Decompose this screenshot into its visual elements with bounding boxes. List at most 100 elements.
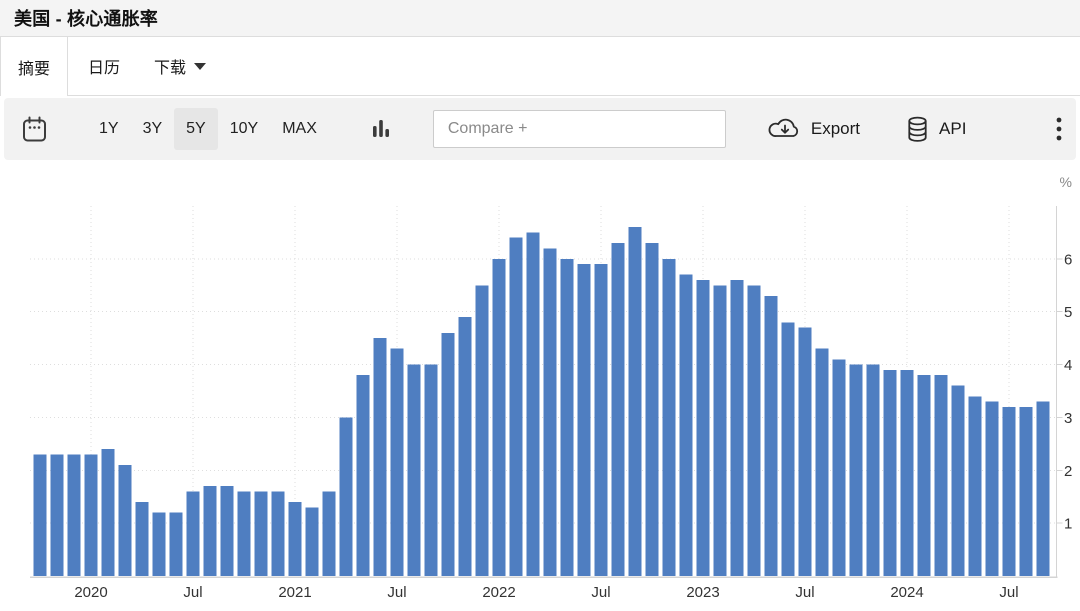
- bar-2020-07[interactable]: [186, 491, 200, 576]
- bar-2021-11[interactable]: [458, 317, 472, 576]
- tab-bar: 摘要 日历 下载: [0, 37, 1080, 96]
- bar-2020-04[interactable]: [135, 502, 149, 576]
- compare-input[interactable]: [432, 110, 726, 148]
- x-tick-label-15: 2021: [278, 584, 311, 601]
- tab-summary-label: 摘要: [17, 60, 50, 78]
- y-axis-unit-label: %: [1060, 174, 1072, 190]
- y-tick-label-1: 1: [1064, 516, 1072, 533]
- range-selector: 1Y 3Y 5Y 10Y MAX: [87, 108, 329, 150]
- x-tick-label-45: Jul: [795, 584, 814, 601]
- range-button-1y[interactable]: 1Y: [99, 120, 119, 137]
- bar-2023-01[interactable]: [696, 280, 710, 576]
- bar-2020-10[interactable]: [237, 491, 251, 576]
- cloud-download-icon: [768, 118, 798, 137]
- y-tick-label-6: 6: [1064, 251, 1072, 268]
- bar-2022-08[interactable]: [611, 243, 625, 576]
- x-tick-label-3: 2020: [74, 584, 107, 601]
- bar-2020-05[interactable]: [152, 512, 166, 576]
- bar-2020-11[interactable]: [254, 491, 268, 576]
- export-button[interactable]: Export: [768, 117, 860, 141]
- bar-2019-12[interactable]: [67, 454, 81, 576]
- bar-2022-06[interactable]: [577, 264, 591, 576]
- bar-2023-04[interactable]: [747, 285, 761, 576]
- tab-download[interactable]: 下载: [140, 37, 220, 95]
- bar-2021-05[interactable]: [356, 375, 370, 576]
- bar-2021-01[interactable]: [288, 502, 302, 576]
- x-tick-label-9: Jul: [183, 584, 202, 601]
- bar-2022-03[interactable]: [526, 232, 540, 576]
- bar-2023-12[interactable]: [883, 369, 897, 576]
- range-button-max[interactable]: MAX: [282, 120, 317, 137]
- bar-2024-06[interactable]: [985, 401, 999, 576]
- bar-2020-12[interactable]: [271, 491, 285, 576]
- bar-2021-07[interactable]: [390, 348, 404, 576]
- bar-2022-07[interactable]: [594, 264, 608, 576]
- bar-2022-04[interactable]: [543, 248, 557, 576]
- bar-2022-11[interactable]: [662, 258, 676, 576]
- range-button-3y[interactable]: 3Y: [142, 120, 163, 137]
- bar-2024-01[interactable]: [900, 369, 914, 576]
- x-tick-label-27: 2022: [482, 584, 515, 601]
- bar-2022-05[interactable]: [560, 258, 574, 576]
- bar-2023-02[interactable]: [713, 285, 727, 576]
- bar-2024-07[interactable]: [1002, 406, 1016, 576]
- bar-2024-04[interactable]: [951, 385, 965, 576]
- bar-2021-03[interactable]: [322, 491, 336, 576]
- bar-2024-08[interactable]: [1019, 406, 1033, 576]
- page-header: 美国 - 核心通胀率: [0, 0, 1080, 37]
- bar-2020-01[interactable]: [84, 454, 98, 576]
- bar-2019-10[interactable]: [33, 454, 47, 576]
- bar-2021-06[interactable]: [373, 338, 387, 576]
- bar-2020-08[interactable]: [203, 486, 217, 576]
- x-tick-label-57: Jul: [999, 584, 1018, 601]
- bar-2024-09[interactable]: [1036, 401, 1050, 576]
- chevron-down-icon: [194, 62, 207, 70]
- bar-2022-01[interactable]: [492, 258, 506, 576]
- bar-2023-06[interactable]: [781, 322, 795, 576]
- bar-2023-10[interactable]: [849, 364, 863, 576]
- bar-2024-05[interactable]: [968, 396, 982, 576]
- bar-2020-09[interactable]: [220, 486, 234, 576]
- range-button-5y[interactable]: 5Y: [174, 108, 218, 150]
- page-title: 美国 - 核心通胀率: [14, 9, 158, 29]
- bar-2021-10[interactable]: [441, 332, 455, 576]
- bar-2024-02[interactable]: [917, 375, 931, 576]
- y-tick-label-3: 3: [1064, 410, 1072, 427]
- more-options-button[interactable]: [1056, 116, 1062, 142]
- bar-2020-06[interactable]: [169, 512, 183, 576]
- database-icon: [908, 116, 927, 142]
- tab-download-label: 下载: [154, 60, 187, 77]
- bar-2022-12[interactable]: [679, 274, 693, 576]
- tab-calendar[interactable]: 日历: [74, 37, 134, 95]
- tab-summary[interactable]: 摘要: [0, 37, 68, 96]
- chart-type-button[interactable]: [371, 117, 391, 141]
- api-button[interactable]: API: [906, 116, 966, 143]
- bar-2020-02[interactable]: [101, 449, 115, 576]
- bar-2021-02[interactable]: [305, 507, 319, 576]
- bar-2023-11[interactable]: [866, 364, 880, 576]
- range-button-10y[interactable]: 10Y: [229, 120, 259, 137]
- bar-2021-08[interactable]: [407, 364, 421, 576]
- bar-2019-11[interactable]: [50, 454, 64, 576]
- bar-2022-09[interactable]: [628, 227, 642, 576]
- bar-2024-03[interactable]: [934, 375, 948, 576]
- calendar-icon: [23, 116, 46, 141]
- chart-area: 1 2 3 4 5 6 2020 Jul 2021 Jul 2022 Jul 2023 Jul 2024 Ju…: [0, 160, 1080, 611]
- bar-2020-03[interactable]: [118, 465, 132, 576]
- bar-2023-03[interactable]: [730, 280, 744, 576]
- calendar-button[interactable]: [22, 116, 47, 143]
- core-inflation-bar-chart: 1 2 3 4 5 6 2020 Jul 2021 Jul 2022 Jul 2023 Jul 2024 Ju…: [30, 174, 1072, 601]
- bar-2023-09[interactable]: [832, 359, 846, 576]
- bar-2021-04[interactable]: [339, 417, 353, 576]
- bar-2022-10[interactable]: [645, 243, 659, 576]
- bar-2022-02[interactable]: [509, 237, 523, 576]
- bar-2023-08[interactable]: [815, 348, 829, 576]
- bar-2021-12[interactable]: [475, 285, 489, 576]
- bar-2023-07[interactable]: [798, 327, 812, 576]
- export-label: Export: [810, 119, 861, 138]
- y-tick-label-2: 2: [1064, 463, 1072, 480]
- bar-2023-05[interactable]: [764, 295, 778, 576]
- bar-2021-09[interactable]: [424, 364, 438, 576]
- y-tick-label-4: 4: [1064, 357, 1072, 374]
